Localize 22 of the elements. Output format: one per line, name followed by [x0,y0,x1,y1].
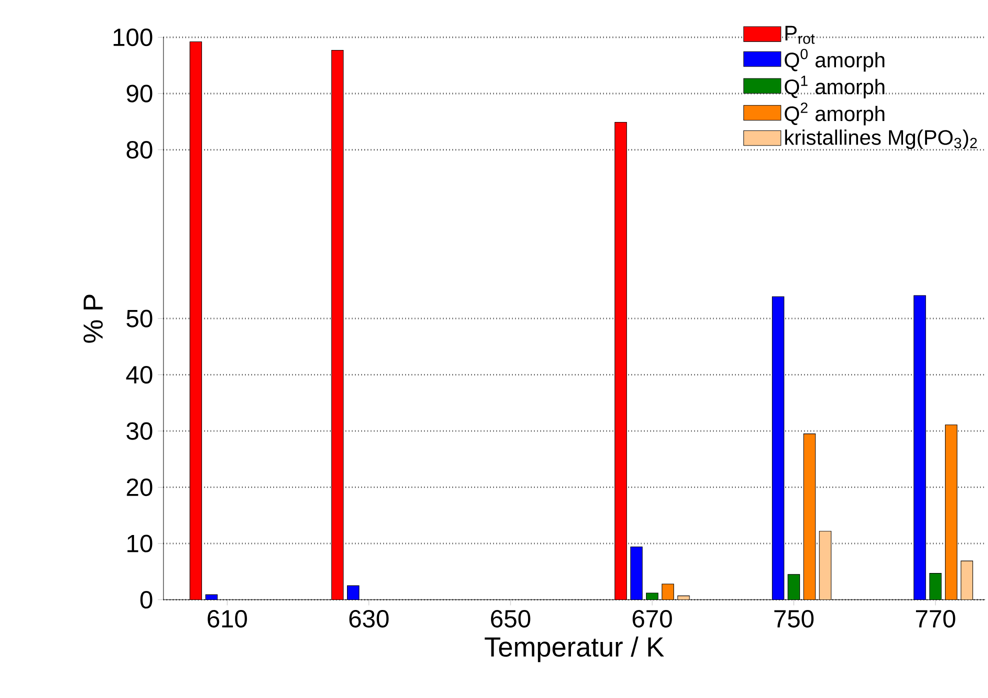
y-tick-label: 30 [126,422,152,440]
x-tick-label: 630 [349,610,389,628]
y-tick-label: 40 [126,366,152,384]
legend-label: Q$^{0}$ amorph [784,48,884,72]
y-axis-title: % P [84,294,103,343]
legend-label: kristallines Mg(PO$_{3}$)$_{2}$ [785,130,977,150]
legend-label: P$_{rot}$ [785,26,815,44]
y-tick-label: 80 [126,141,152,159]
x-tick-label: 650 [491,610,530,628]
x-axis-title: Temperatur / K [484,636,664,662]
x-tick-label: 610 [208,610,247,628]
legend-label: Q$^{1}$ amorph [784,76,884,98]
y-tick-label: 10 [127,534,152,552]
x-tick-label: 670 [632,610,672,628]
y-tick-label: 100 [114,28,152,46]
y-tick-label: 20 [126,478,152,496]
y-tick-label: 50 [126,310,152,328]
y-tick-label: 0 [140,590,152,609]
legend-label: Q$^{2}$ amorph [784,102,884,126]
y-tick-label: 90 [126,84,152,102]
x-tick-label: 750 [774,610,814,628]
x-tick-label: 770 [916,610,956,628]
